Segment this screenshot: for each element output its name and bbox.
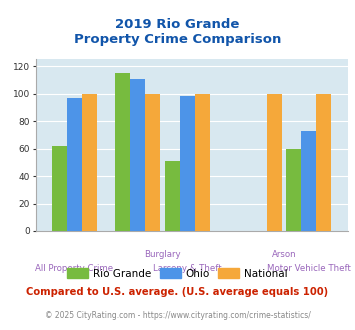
- Bar: [316, 94, 332, 231]
- Text: © 2025 CityRating.com - https://www.cityrating.com/crime-statistics/: © 2025 CityRating.com - https://www.city…: [45, 311, 310, 320]
- Bar: [82, 94, 97, 231]
- Text: Compared to U.S. average. (U.S. average equals 100): Compared to U.S. average. (U.S. average …: [26, 287, 329, 297]
- Text: All Property Crime: All Property Crime: [36, 264, 114, 273]
- Bar: [52, 146, 67, 231]
- Bar: [301, 131, 316, 231]
- Bar: [145, 94, 160, 231]
- Text: Burglary: Burglary: [144, 250, 181, 259]
- Bar: [67, 98, 82, 231]
- Text: 2019 Rio Grande: 2019 Rio Grande: [115, 18, 240, 31]
- Bar: [165, 161, 180, 231]
- Text: Larceny & Theft: Larceny & Theft: [153, 264, 222, 273]
- Bar: [195, 94, 210, 231]
- Text: Motor Vehicle Theft: Motor Vehicle Theft: [267, 264, 351, 273]
- Bar: [115, 73, 130, 231]
- Bar: [286, 148, 301, 231]
- Legend: Rio Grande, Ohio, National: Rio Grande, Ohio, National: [63, 264, 292, 283]
- Bar: [180, 96, 195, 231]
- Text: Property Crime Comparison: Property Crime Comparison: [74, 33, 281, 46]
- Text: Arson: Arson: [272, 250, 296, 259]
- Bar: [267, 94, 282, 231]
- Bar: [130, 79, 145, 231]
